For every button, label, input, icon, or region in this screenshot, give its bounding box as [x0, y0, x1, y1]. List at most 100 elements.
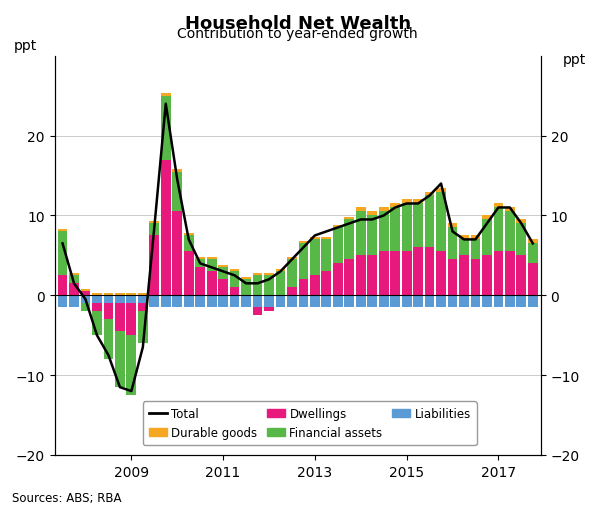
Bar [138, 293, 148, 296]
Bar [390, 296, 400, 307]
Bar [482, 296, 492, 307]
Bar [230, 272, 239, 288]
Bar [207, 260, 217, 272]
Bar [322, 240, 331, 272]
Bar [436, 192, 446, 252]
Bar [172, 172, 182, 212]
Bar [104, 293, 113, 296]
Bar [436, 252, 446, 296]
Bar [161, 94, 170, 97]
Bar [218, 296, 228, 307]
Bar [287, 288, 297, 296]
Bar [287, 258, 297, 260]
Bar [253, 273, 262, 276]
Bar [413, 248, 423, 296]
Bar [287, 296, 297, 307]
Bar [425, 196, 434, 248]
Bar [494, 208, 503, 252]
Bar [149, 221, 159, 224]
Bar [264, 273, 274, 276]
Bar [482, 220, 492, 256]
Bar [104, 320, 113, 359]
Bar [161, 160, 170, 296]
Bar [253, 307, 262, 316]
Bar [196, 296, 205, 307]
Bar [436, 296, 446, 307]
Bar [207, 258, 217, 260]
Bar [69, 273, 79, 276]
Bar [356, 296, 365, 307]
Bar [127, 296, 136, 304]
Bar [470, 236, 481, 240]
Bar [80, 292, 91, 296]
Bar [69, 276, 79, 284]
Bar [505, 296, 515, 307]
Bar [149, 236, 159, 296]
Bar [218, 265, 228, 268]
Bar [356, 212, 365, 256]
Bar [264, 276, 274, 296]
Bar [230, 296, 239, 307]
Bar [253, 276, 262, 296]
Bar [322, 296, 331, 307]
Bar [528, 244, 538, 264]
Bar [80, 296, 91, 304]
Bar [299, 296, 308, 307]
Bar [138, 304, 148, 312]
Bar [470, 260, 481, 296]
Bar [58, 230, 67, 232]
Bar [390, 204, 400, 208]
Y-axis label: ppt: ppt [14, 39, 37, 53]
Bar [356, 208, 365, 212]
Bar [344, 296, 354, 307]
Bar [138, 296, 148, 304]
Bar [379, 296, 389, 307]
Title: Household Net Wealth: Household Net Wealth [185, 15, 411, 33]
Bar [367, 256, 377, 296]
Bar [470, 296, 481, 307]
Bar [505, 208, 515, 212]
Bar [115, 293, 125, 296]
Bar [413, 204, 423, 248]
Legend: Total, Durable goods, Dwellings, Financial assets, Liabilities: Total, Durable goods, Dwellings, Financi… [143, 402, 476, 445]
Bar [218, 268, 228, 280]
Bar [379, 212, 389, 252]
Bar [184, 296, 194, 307]
Bar [80, 304, 91, 312]
Bar [115, 304, 125, 331]
Text: Contribution to year-ended growth: Contribution to year-ended growth [178, 27, 418, 41]
Bar [356, 256, 365, 296]
Bar [241, 280, 251, 296]
Bar [413, 296, 423, 307]
Bar [482, 256, 492, 296]
Bar [494, 252, 503, 296]
Bar [115, 296, 125, 304]
Bar [138, 312, 148, 344]
Bar [379, 208, 389, 212]
Bar [310, 238, 320, 240]
Bar [310, 276, 320, 296]
Bar [58, 296, 67, 307]
Bar [344, 220, 354, 260]
Bar [299, 280, 308, 296]
Bar [322, 238, 331, 240]
Bar [184, 236, 194, 252]
Bar [448, 296, 457, 307]
Bar [470, 240, 481, 260]
Bar [344, 218, 354, 220]
Bar [275, 269, 286, 272]
Bar [149, 296, 159, 307]
Bar [299, 244, 308, 280]
Bar [207, 296, 217, 307]
Bar [379, 252, 389, 296]
Bar [58, 232, 67, 276]
Bar [241, 277, 251, 280]
Bar [230, 288, 239, 296]
Text: Sources: ABS; RBA: Sources: ABS; RBA [12, 491, 121, 504]
Bar [92, 312, 102, 335]
Bar [459, 236, 469, 240]
Bar [344, 260, 354, 296]
Bar [367, 212, 377, 216]
Bar [127, 304, 136, 335]
Bar [402, 200, 412, 204]
